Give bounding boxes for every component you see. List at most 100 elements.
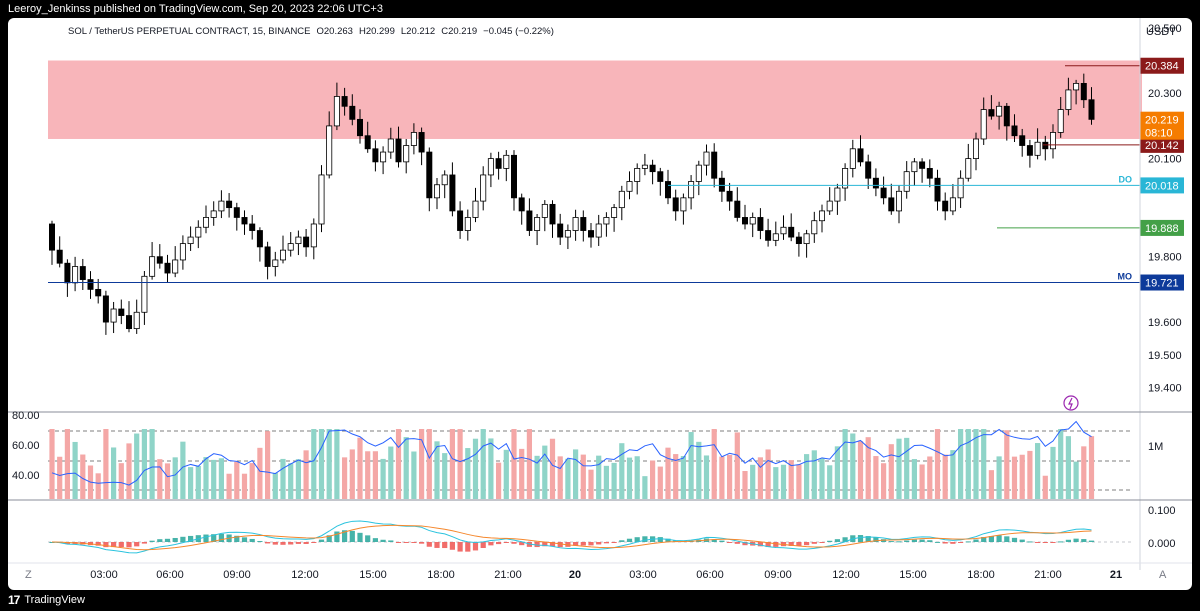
volume-bar — [203, 457, 209, 499]
volume-bar — [850, 433, 856, 499]
volume-bar — [118, 463, 124, 499]
volume-bar — [904, 437, 910, 499]
macd-histogram-bar — [149, 540, 155, 542]
candle-up — [202, 217, 209, 228]
volume-bar — [711, 429, 717, 499]
volume-bar — [1019, 454, 1025, 499]
candle-up — [172, 259, 179, 274]
candle-down — [56, 249, 63, 264]
price-tick-label: 19.400 — [1148, 382, 1182, 394]
macd-histogram-bar — [95, 542, 101, 546]
volume-bar — [534, 455, 540, 499]
macd-histogram-bar — [380, 539, 386, 542]
candle-down — [87, 279, 94, 290]
rsi-tick-label: 40.00 — [12, 470, 40, 482]
candle-down — [64, 262, 71, 284]
macd-histogram-bar — [480, 542, 486, 548]
zoom-reset-button[interactable]: Z — [25, 569, 32, 581]
candle-up — [703, 151, 710, 166]
candle-up — [1057, 109, 1064, 133]
volume-bar — [1058, 429, 1064, 499]
candle-down — [919, 161, 926, 169]
volume-bar — [573, 449, 579, 499]
volume-bar — [719, 456, 725, 499]
volume-bar — [134, 433, 140, 499]
candle-up — [195, 226, 202, 238]
level-price-label: 20.018 — [1145, 180, 1179, 192]
price-tick-label: 19.500 — [1148, 350, 1182, 362]
macd-histogram-bar — [164, 538, 171, 542]
volume-bar — [426, 429, 432, 499]
macd-histogram-bar — [134, 542, 140, 547]
candle-up — [1065, 89, 1072, 110]
volume-bar — [465, 448, 471, 499]
bar-countdown-label: 08:10 — [1145, 128, 1173, 140]
volume-bar — [403, 437, 409, 499]
chart-canvas[interactable]: SOL / TetherUS PERPETUAL CONTRACT, 15, B… — [8, 18, 1192, 590]
candle-up — [72, 266, 79, 284]
macd-histogram-bar — [988, 536, 994, 542]
macd-histogram-bar — [472, 542, 479, 551]
candle-up — [949, 197, 956, 212]
macd-histogram-bar — [981, 536, 987, 542]
candle-down — [726, 190, 733, 202]
volume-bar — [557, 456, 563, 499]
level-price-badge — [1140, 219, 1184, 236]
volume-bar — [626, 457, 633, 499]
macd-histogram-bar — [126, 542, 132, 548]
resistance-zone — [48, 60, 1142, 139]
volume-bar — [326, 429, 332, 499]
volume-bar — [280, 458, 286, 499]
macd-histogram-bar — [534, 542, 540, 548]
volume-bar — [395, 429, 402, 499]
candle-up — [218, 200, 225, 212]
volume-bar — [942, 454, 948, 499]
volume-bar — [180, 441, 186, 499]
candle-down — [926, 168, 933, 179]
macd-histogram-bar — [765, 542, 771, 548]
candle-down — [526, 210, 533, 231]
candle-down — [549, 203, 556, 225]
volume-bar — [788, 460, 794, 499]
candle-down — [156, 256, 163, 264]
volume-bar — [480, 429, 486, 499]
legend-open: O20.263 — [317, 26, 353, 37]
volume-bar — [965, 429, 971, 499]
auto-scale-button[interactable]: A — [1159, 569, 1167, 581]
macd-histogram-bar — [742, 542, 748, 546]
volume-unit-label: 1M — [1148, 441, 1163, 453]
macd-histogram-bar — [449, 542, 455, 550]
time-tick-label: 15:00 — [359, 569, 387, 581]
candle-down — [426, 151, 433, 199]
macd-histogram-bar — [857, 535, 864, 542]
macd-histogram-bar — [141, 542, 147, 544]
volume-bar — [950, 450, 956, 499]
macd-histogram-bar — [257, 541, 263, 543]
macd-histogram-bar — [1004, 536, 1010, 542]
volume-bar — [642, 476, 648, 499]
macd-histogram-bar — [927, 540, 933, 542]
candle-down — [757, 217, 764, 231]
macd-histogram-bar — [888, 541, 894, 543]
macd-histogram-bar — [865, 536, 871, 542]
legend-symbol: SOL / TetherUS PERPETUAL CONTRACT, 15, B… — [68, 26, 311, 37]
candle-up — [688, 181, 695, 199]
candle-up — [133, 311, 140, 330]
time-tick-label: 15:00 — [899, 569, 927, 581]
macd-histogram-bar — [1011, 537, 1018, 542]
volume-bar — [834, 446, 840, 499]
time-axis[interactable]: 03:00 06:00 09:00 12:00 15:00 18:00 21:00 20 03:… — [90, 569, 1122, 581]
volume-bar — [619, 443, 625, 499]
volume-bar — [934, 429, 941, 499]
macd-histogram-bar — [727, 542, 733, 543]
rsi-tick-label: 60.00 — [12, 440, 40, 452]
macd-histogram-bar — [357, 532, 363, 542]
candle-down — [765, 230, 772, 241]
flash-icon[interactable] — [1063, 395, 1079, 411]
legend-low: L20.212 — [401, 26, 435, 37]
macd-histogram-bar — [411, 542, 417, 543]
candle-up — [380, 151, 387, 163]
price-axis[interactable]: 20.500 20.300 20.100 19.800 19.600 19.500 19.4… — [1148, 23, 1182, 395]
volume-bar — [580, 454, 586, 499]
currency-label: USDT — [1146, 26, 1176, 38]
